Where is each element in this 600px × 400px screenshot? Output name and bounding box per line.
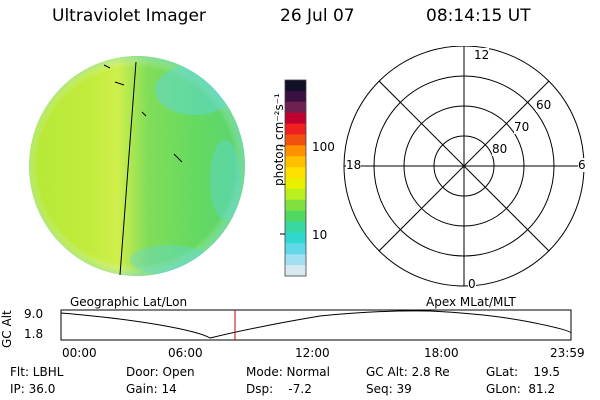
colorbar-unit-text: photon cm⁻²s⁻¹: [272, 93, 286, 186]
seq-info: Seq: 39: [366, 382, 412, 396]
ip-info: IP: 36.0: [10, 382, 56, 396]
glat-info: GLat: 19.5: [486, 365, 561, 379]
colorbar-cell: [285, 243, 306, 255]
colorbar: [280, 79, 307, 277]
gc-alt-info: GC Alt: 2.8 Re: [366, 365, 450, 379]
colorbar-cell: [285, 254, 306, 266]
colorbar-cell: [285, 210, 306, 223]
dsp-info: Dsp: -7.2: [246, 382, 312, 396]
mlt-label-12: 12: [474, 48, 490, 62]
colorbar-tick-100: 100: [312, 140, 335, 154]
x-tick-1800: 18:00: [424, 346, 459, 360]
x-tick-2359: 23:59: [550, 346, 585, 360]
x-tick-0000: 00:00: [62, 346, 97, 360]
x-tick-1200: 12:00: [295, 346, 330, 360]
colorbar-cell: [285, 221, 306, 233]
colorbar-cell: [285, 112, 306, 125]
x-tick-0600: 06:00: [168, 346, 203, 360]
colorbar-cell: [285, 178, 306, 190]
colorbar-cell: [285, 188, 306, 201]
lat-label-60: 60: [536, 98, 552, 112]
colorbar-cell: [285, 80, 306, 92]
colorbar-cell: [285, 156, 306, 168]
time-label: 08:14:15 UT: [426, 6, 531, 26]
colorbar-cell: [285, 123, 306, 135]
apex-label: Apex MLat/MLT: [426, 295, 516, 309]
altitude-curve: [60, 310, 572, 339]
polar-plot: [343, 46, 585, 287]
colorbar-cell: [285, 232, 306, 244]
lat-label-70: 70: [514, 120, 530, 134]
mlt-label-18: 18: [346, 158, 362, 172]
colorbar-cell: [285, 199, 306, 212]
mlt-label-0: 0: [468, 277, 476, 291]
uv-earth-image: [29, 56, 245, 276]
instrument-title: Ultraviolet Imager: [52, 6, 206, 26]
colorbar-cell: [285, 90, 306, 103]
mlt-label-6: 6: [578, 158, 586, 172]
date-label: 26 Jul 07: [280, 6, 355, 26]
glon-info: GLon: 81.2: [486, 382, 556, 396]
y-tick-1-8: 1.8: [24, 327, 44, 341]
door-info: Door: Open: [126, 365, 195, 379]
colorbar-cell: [285, 265, 306, 277]
y-tick-9: 9.0: [24, 307, 44, 321]
gain-info: Gain: 14: [126, 382, 177, 396]
colorbar-tick-10: 10: [312, 228, 328, 242]
filter-info: Flt: LBHL: [10, 365, 64, 379]
colorbar-cell: [285, 145, 306, 157]
lat-label-80: 80: [492, 142, 508, 156]
mode-info: Mode: Normal: [246, 365, 330, 379]
colorbar-cell: [285, 167, 306, 179]
geographic-label: Geographic Lat/Lon: [70, 295, 188, 309]
colorbar-cell: [285, 101, 306, 114]
altitude-timeline: [60, 309, 572, 341]
polar-diag-2: [378, 80, 550, 252]
colorbar-cell: [285, 134, 306, 146]
gc-alt-axis-label: GC Alt: [0, 310, 14, 348]
